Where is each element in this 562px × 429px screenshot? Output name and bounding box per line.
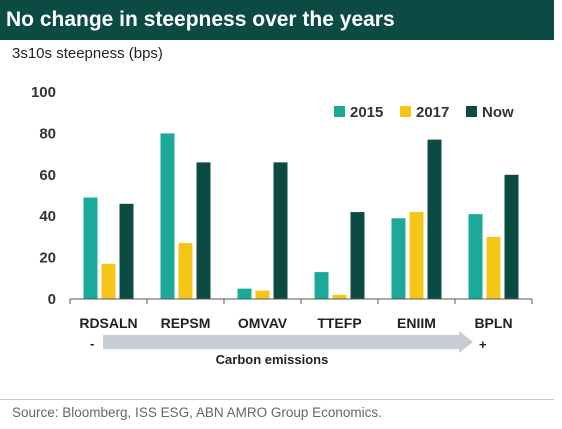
arrow-label: Carbon emissions <box>216 352 329 367</box>
arrow-minus-sign: - <box>90 336 94 351</box>
bar-repsm-2015 <box>160 133 175 299</box>
category-label: REPSM <box>161 315 211 331</box>
bar-eniim-now <box>427 139 442 299</box>
carbon-emissions-arrow-shape <box>103 331 473 353</box>
category-label: ENIIM <box>397 315 436 331</box>
y-tick-label: 80 <box>39 125 56 142</box>
bar-bpln-now <box>504 174 519 299</box>
bar-ttefp-2015 <box>314 272 329 299</box>
y-axis-ticks: 0 20 40 60 80 100 <box>31 84 56 308</box>
bar-rdsaln-2017 <box>101 263 116 299</box>
legend-swatch-2015 <box>334 106 345 117</box>
legend-swatch-2017 <box>400 106 411 117</box>
bar-repsm-2017 <box>178 243 193 299</box>
legend-label-2015: 2015 <box>350 104 383 121</box>
carbon-emissions-arrow: Carbon emissions - + <box>90 331 487 367</box>
bar-ttefp-now <box>350 212 365 299</box>
arrow-plus-sign: + <box>479 337 487 352</box>
y-tick-label: 100 <box>31 84 56 101</box>
bars <box>83 133 519 299</box>
bar-rdsaln-now <box>119 203 134 299</box>
legend: 2015 2017 Now <box>334 104 514 121</box>
bar-bpln-2017 <box>486 236 501 299</box>
legend-swatch-now <box>466 106 477 117</box>
category-label: RDSALN <box>79 315 137 331</box>
legend-label-now: Now <box>482 104 514 121</box>
category-label: BPLN <box>474 315 512 331</box>
category-label: TTEFP <box>317 315 361 331</box>
y-tick-label: 40 <box>39 208 56 225</box>
chart-title: No change in steepness over the years <box>0 0 554 40</box>
bar-repsm-now <box>196 162 211 299</box>
bar-eniim-2017 <box>409 212 424 299</box>
bar-omvav-2015 <box>237 288 252 299</box>
bar-omvav-now <box>273 162 288 299</box>
y-tick-label: 0 <box>48 291 56 308</box>
bar-chart: 0 20 40 60 80 100 RDSALN REPSM OMVAV TTEFP ENIIM B… <box>31 84 533 367</box>
source-note: Source: Bloomberg, ISS ESG, ABN AMRO Gro… <box>12 405 382 420</box>
chart-subtitle: 3s10s steepness (bps) <box>12 45 163 62</box>
legend-label-2017: 2017 <box>416 104 449 121</box>
bar-rdsaln-2015 <box>83 197 98 299</box>
y-tick-label: 20 <box>39 250 56 267</box>
source-divider <box>0 399 554 400</box>
bar-ttefp-2017 <box>332 294 347 299</box>
x-axis-ticks: RDSALN REPSM OMVAV TTEFP ENIIM BPLN <box>69 299 533 331</box>
bar-eniim-2015 <box>391 218 406 299</box>
y-tick-label: 60 <box>39 167 56 184</box>
bar-bpln-2015 <box>468 214 483 299</box>
category-label: OMVAV <box>238 315 288 331</box>
bar-omvav-2017 <box>255 290 270 299</box>
